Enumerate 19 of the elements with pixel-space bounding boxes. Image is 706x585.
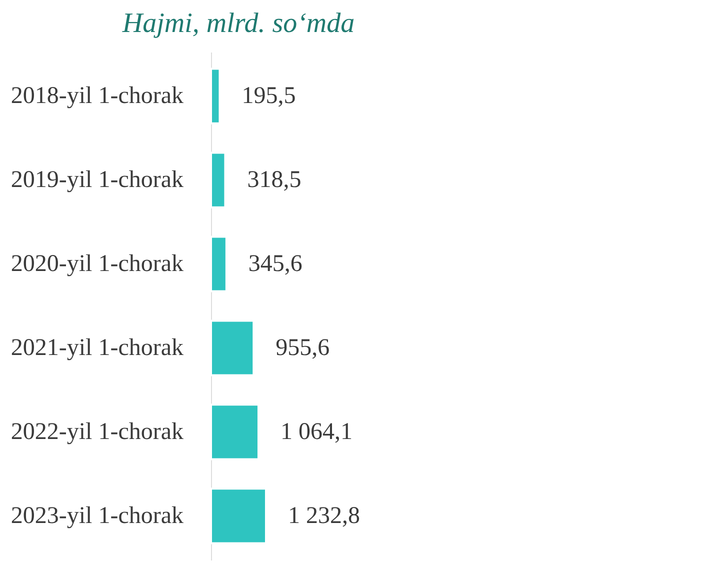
bar bbox=[210, 68, 221, 124]
data-label: 1 232,8 bbox=[288, 502, 360, 529]
data-label: 1 064,1 bbox=[280, 418, 352, 445]
y-tick-label: 2018-yil 1-chorak bbox=[10, 83, 184, 110]
data-label: 318,5 bbox=[247, 167, 302, 194]
chart-title: Hajmi, mlrd. so‘mda bbox=[121, 8, 355, 39]
bar bbox=[210, 488, 267, 544]
bar bbox=[210, 152, 226, 208]
y-tick-label: 2022-yil 1-chorak bbox=[10, 418, 184, 445]
bar bbox=[210, 320, 255, 376]
bar bbox=[210, 236, 228, 292]
data-label: 195,5 bbox=[242, 83, 296, 110]
y-tick-label: 2020-yil 1-chorak bbox=[10, 251, 184, 278]
y-tick-label: 2023-yil 1-chorak bbox=[10, 502, 184, 529]
y-tick-label: 2019-yil 1-chorak bbox=[10, 167, 184, 194]
data-label: 955,6 bbox=[276, 334, 330, 361]
bar bbox=[210, 404, 260, 460]
data-label: 345,6 bbox=[248, 251, 302, 278]
y-tick-label: 2021-yil 1-chorak bbox=[10, 334, 184, 361]
